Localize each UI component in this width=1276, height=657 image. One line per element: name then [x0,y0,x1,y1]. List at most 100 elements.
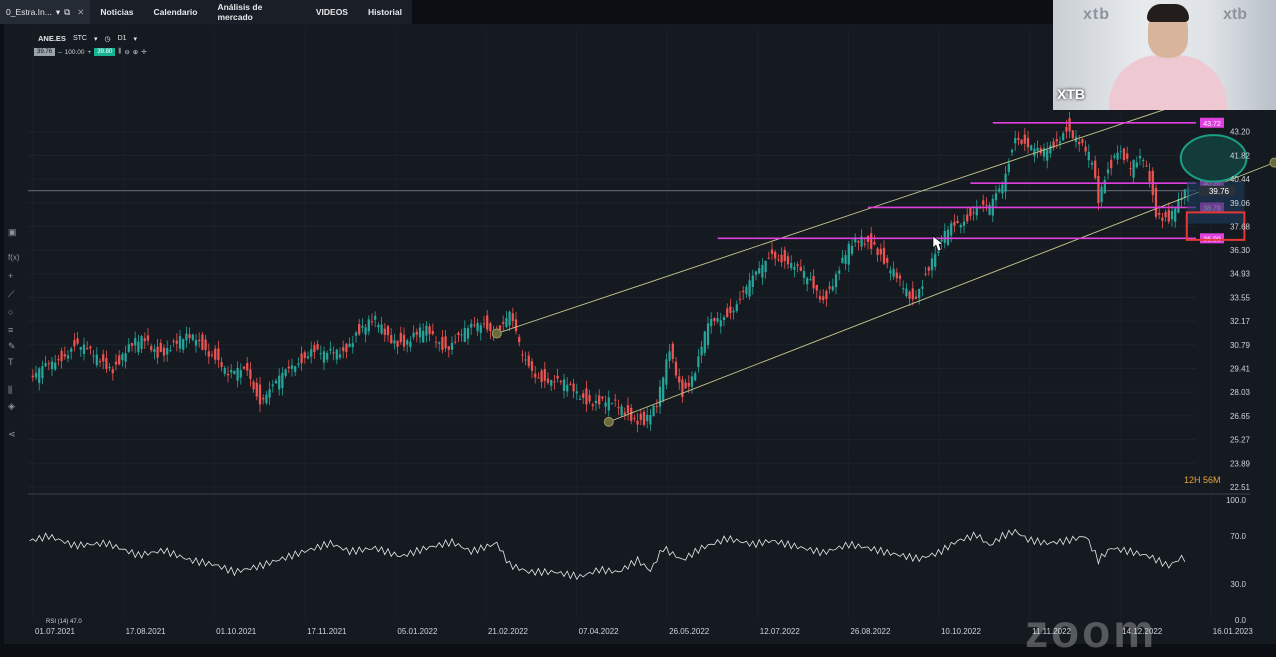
chevron-down-icon[interactable]: ▾ [55,6,61,17]
symbol-name[interactable]: ANE.ES [38,34,66,43]
candle-body [1068,118,1071,132]
tab-videos[interactable]: VIDEOS [315,7,348,17]
candle-body [140,335,143,349]
candle-body [1183,189,1186,199]
price-tick-label: 34.93 [1230,270,1251,279]
share-icon[interactable]: ⋖ [8,429,16,439]
current-price-box [1199,185,1235,196]
volume-input[interactable]: 100.00 [64,48,85,56]
candle-body [770,249,774,254]
candle-body [534,373,537,378]
tab-analisis-mercado[interactable]: Análisis de mercado [217,2,263,22]
candle-body [934,253,937,267]
candle-body [159,342,162,353]
candle-body [124,353,127,362]
level-tag-label: 43.72 [1203,121,1221,128]
tab-noticias[interactable]: Noticias [100,7,134,17]
time-tick-label: 07.04.2022 [579,627,620,636]
candle-body [409,341,412,348]
candle-body [1020,139,1023,144]
candle-body [825,291,828,300]
candle-body [278,375,281,390]
candle-body [102,354,105,362]
candle-body [764,260,767,273]
candle-body [690,376,694,387]
candle-body [162,347,166,356]
function-icon[interactable]: f(x) [8,253,20,262]
candle-body [844,255,847,264]
layers-icon[interactable]: ◈ [8,401,15,411]
layout-icon[interactable]: ▣ [8,227,17,237]
close-icon[interactable]: ✕ [77,6,85,17]
chart-panel[interactable] [4,24,1276,644]
candle-body [591,404,594,407]
candles-icon[interactable]: ⫼ [118,48,122,55]
circle-icon[interactable]: ○ [8,307,14,317]
candle-body [617,407,620,409]
candle-body [889,270,892,274]
rsi-tick-label: 30.0 [1230,580,1246,589]
chevron-down-icon[interactable]: ▾ [133,35,138,43]
candle-body [143,338,146,342]
candle-body [994,193,998,201]
ruler-icon[interactable]: ⟋ [8,289,15,299]
decrease-volume-button[interactable]: – [58,48,62,56]
candle-body [396,340,399,347]
chevron-down-icon[interactable]: ▾ [93,35,98,43]
timeframe[interactable]: D1 [117,35,127,42]
candle-body [745,286,748,294]
candle-body [44,363,47,367]
fibonacci-icon[interactable]: ≡ [8,325,14,335]
rsi-line [29,528,1186,581]
candle-body [1148,170,1151,182]
pencil-icon[interactable]: ✎ [8,341,16,351]
price-tick-label: 43.20 [1230,128,1251,137]
bars-icon[interactable]: ⫼ [8,385,13,395]
ask-price[interactable]: 39.80 [94,48,116,56]
candle-body [367,319,370,332]
crosshair-icon[interactable]: + [8,271,14,281]
candle-body [665,359,668,385]
candle-body [377,324,380,328]
clock-icon[interactable]: ◷ [104,35,111,43]
channel-upper-line [496,96,1201,334]
workspace-tab[interactable]: 0_Estra.In... ▾ ⧉ ✕ [0,0,91,24]
candle-body [194,340,198,346]
channel-anchor-handle [1269,157,1276,168]
candle-body [1010,150,1014,153]
candle-body [127,344,130,352]
candle-body [726,308,729,318]
candle-body [985,204,988,206]
candle-body [505,318,508,328]
candle-body [1174,208,1177,222]
candle-body [902,288,905,290]
zoom-out-icon[interactable]: ⊖ [124,49,130,56]
time-tick-label: 14.12.2022 [1122,627,1163,636]
candle-body [284,369,287,376]
candle-body [1142,159,1145,161]
increase-volume-button[interactable]: + [87,48,92,56]
text-icon[interactable]: T [8,357,14,367]
candle-body [306,356,310,359]
candle-body [793,266,796,270]
candle-body [95,354,98,366]
crosshair-icon[interactable]: ✛ [141,49,147,56]
candle-body [777,259,780,261]
candle-body [956,220,959,223]
tab-historial[interactable]: Historial [367,7,402,17]
candle-body [882,247,886,264]
candle-body [1145,165,1148,167]
zoom-in-icon[interactable]: ⊕ [132,49,139,56]
candle-body [118,355,121,365]
tab-calendario[interactable]: Calendario [153,7,198,17]
popout-icon[interactable]: ⧉ [64,6,71,17]
candle-body [386,326,390,336]
candle-body [108,367,111,369]
candle-body [559,380,562,382]
candle-body [82,344,86,354]
bid-price[interactable]: 39.76 [34,48,56,56]
candle-body [588,395,591,402]
candle-body [191,334,194,341]
candle-body [668,351,671,361]
